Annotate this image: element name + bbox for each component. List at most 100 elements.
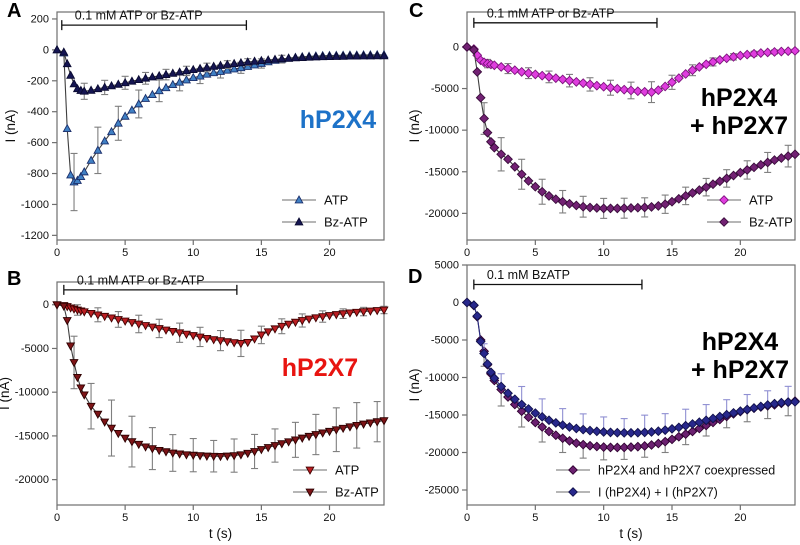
axes: 200 0 -200 -400 -600 -800 -1000 -1200 0 5 10 15 20 I … (3, 11, 385, 258)
svg-text:-400: -400 (27, 106, 49, 118)
svg-text:-20000: -20000 (425, 447, 459, 459)
svg-text:-1200: -1200 (21, 230, 49, 242)
svg-text:-10000: -10000 (425, 125, 459, 137)
axes: 0 -5000 -10000 -15000 -20000 0 5 10 15 20 I (nA) t … (0, 281, 385, 541)
svg-text:-200: -200 (27, 75, 49, 87)
receptor-annotation: hP2X7 (282, 354, 358, 382)
series-bz-atp (462, 42, 800, 219)
svg-text:-25000: -25000 (425, 485, 459, 497)
receptor-annotation: hP2X4+ hP2X7 (691, 328, 789, 384)
x-axis-title: t (s) (619, 526, 642, 541)
series-atp (52, 301, 389, 358)
application-bar: 0.1 mM ATP or Bz-ATP (63, 273, 238, 295)
legend-label: Bz-ATP (335, 485, 379, 500)
application-bar-label: 0.1 mM ATP or Bz-ATP (75, 9, 203, 23)
axes: 5000 0 -5000 -10000 -15000 -20000 -25000 0 5 10 15… (407, 260, 796, 541)
panel-C-chart: 0 -5000 -10000 -15000 -20000 0 5 10 15 20 I (nA) 0.… (407, 6, 800, 258)
series-i-hp2x4-i-hp2x7- (462, 297, 800, 438)
legend-label: Bz-ATP (324, 215, 368, 230)
svg-text:20: 20 (734, 247, 746, 258)
svg-text:0: 0 (54, 512, 60, 524)
legend-label: Bz-ATP (749, 215, 793, 230)
panel-letter-D: D (408, 266, 423, 288)
legend-label: I (hP2X4) + I (hP2X7) (598, 486, 718, 500)
y-axis-title: I (nA) (407, 109, 422, 142)
svg-text:-20000: -20000 (15, 474, 49, 486)
panel-B: B 0 -5000 -10000 -15000 -20000 0 5 10 15 20 I (nA)… (0, 258, 400, 545)
svg-text:10: 10 (598, 512, 610, 524)
svg-text:0: 0 (464, 512, 470, 524)
panel-A: A 200 0 -200 -400 -600 -800 -1000 -1200 0 5 10 15 20… (0, 0, 400, 258)
axes: 0 -5000 -10000 -15000 -20000 0 5 10 15 20 I (nA) (407, 11, 796, 258)
svg-text:5: 5 (122, 247, 128, 258)
svg-text:0: 0 (464, 247, 470, 258)
series-bz-atp (52, 301, 389, 473)
application-bar-label: 0.1 mM BzATP (487, 268, 570, 282)
legend-label: hP2X4 and hP2X7 coexpressed (598, 464, 775, 478)
svg-text:0: 0 (43, 44, 49, 56)
svg-text:-15000: -15000 (425, 166, 459, 178)
panel-D: D 5000 0 -5000 -10000 -15000 -20000 -25000 0 5 10… (400, 258, 800, 545)
svg-text:5000: 5000 (435, 260, 459, 272)
svg-text:-800: -800 (27, 168, 49, 180)
svg-text:-10000: -10000 (15, 387, 49, 399)
panel-C: C 0 -5000 -10000 -15000 -20000 0 5 10 15 20 I (nA)… (400, 0, 800, 258)
svg-text:20: 20 (734, 512, 746, 524)
svg-text:5: 5 (122, 512, 128, 524)
svg-text:-600: -600 (27, 137, 49, 149)
svg-text:-5000: -5000 (21, 343, 49, 355)
svg-text:10: 10 (187, 512, 199, 524)
legend: hP2X4 and hP2X7 coexpressed I (hP2X4) + I… (556, 464, 775, 500)
svg-text:10: 10 (187, 247, 199, 258)
panel-letter-C: C (409, 0, 424, 22)
legend-label: ATP (324, 193, 348, 208)
legend: ATP Bz-ATP (707, 193, 793, 230)
svg-text:10: 10 (598, 247, 610, 258)
application-bar: 0.1 mM BzATP (473, 268, 643, 290)
svg-text:hP2X4: hP2X4 (300, 106, 377, 134)
svg-text:hP2X4: hP2X4 (701, 84, 778, 112)
y-axis-title: I (nA) (0, 377, 12, 410)
panel-letter-A: A (7, 0, 22, 22)
y-axis-title: I (nA) (407, 368, 422, 401)
svg-text:15: 15 (666, 512, 678, 524)
svg-text:15: 15 (666, 247, 678, 258)
svg-text:0: 0 (453, 41, 459, 53)
svg-text:5: 5 (532, 247, 538, 258)
svg-text:+ hP2X7: + hP2X7 (690, 112, 788, 140)
svg-text:-15000: -15000 (15, 430, 49, 442)
svg-text:hP2X7: hP2X7 (282, 354, 358, 382)
panel-B-chart: 0 -5000 -10000 -15000 -20000 0 5 10 15 20 I (nA) t … (0, 273, 389, 541)
application-bar: 0.1 mM ATP or Bz-ATP (61, 9, 248, 31)
svg-text:-5000: -5000 (431, 83, 459, 95)
application-bar-label: 0.1 mM ATP or Bz-ATP (77, 273, 205, 287)
svg-text:-5000: -5000 (431, 335, 459, 347)
svg-text:hP2X4: hP2X4 (702, 328, 779, 356)
svg-text:15: 15 (255, 247, 267, 258)
svg-text:+ hP2X7: + hP2X7 (691, 356, 789, 384)
receptor-annotation: hP2X4+ hP2X7 (690, 84, 788, 140)
svg-text:0: 0 (54, 247, 60, 258)
svg-text:5: 5 (532, 512, 538, 524)
svg-text:-10000: -10000 (425, 372, 459, 384)
svg-text:20: 20 (323, 512, 335, 524)
series-bz-atp (52, 44, 389, 100)
svg-text:20: 20 (323, 247, 335, 258)
svg-text:0: 0 (43, 299, 49, 311)
svg-text:0: 0 (453, 297, 459, 309)
series-atp (462, 42, 800, 104)
legend-label: ATP (335, 463, 359, 478)
receptor-annotation: hP2X4 (300, 106, 377, 134)
legend-label: ATP (749, 193, 773, 208)
y-axis-title: I (nA) (3, 109, 18, 142)
svg-text:-1000: -1000 (21, 199, 49, 211)
svg-text:-15000: -15000 (425, 410, 459, 422)
panel-D-chart: 5000 0 -5000 -10000 -15000 -20000 -25000 0 5 10 15… (407, 260, 800, 541)
svg-text:200: 200 (31, 13, 49, 25)
panel-A-chart: 200 0 -200 -400 -600 -800 -1000 -1200 0 5 10 15 20 I … (3, 9, 389, 258)
application-bar-label: 0.1 mM ATP or Bz-ATP (487, 6, 615, 20)
legend: ATP Bz-ATP (282, 193, 368, 230)
panel-letter-B: B (7, 268, 22, 290)
x-axis-title: t (s) (209, 526, 232, 541)
